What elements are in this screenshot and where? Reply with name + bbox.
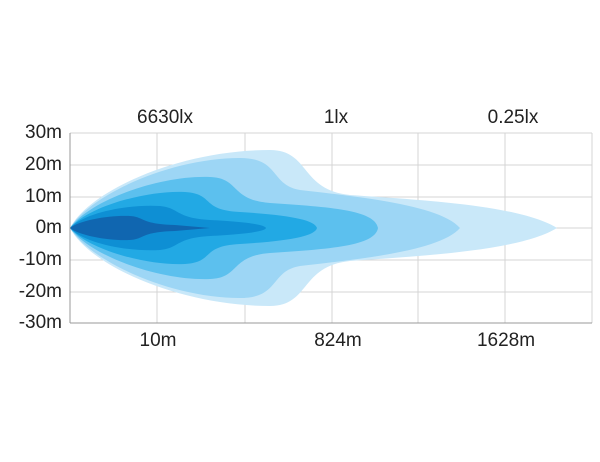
y-label: 20m [25,154,62,175]
top-labels: 6630lx 1lx 0.25lx [137,107,539,128]
y-label: 0m [36,217,62,238]
y-label: 10m [25,186,62,207]
y-label: -20m [19,281,62,302]
y-label: -10m [19,249,62,270]
y-label: 30m [25,122,62,143]
y-labels: 30m 20m 10m 0m -10m -20m -30m [19,122,62,333]
beam [70,150,557,306]
bottom-labels: 10m 824m 1628m [140,330,536,351]
distance-label: 824m [314,330,362,351]
lux-label: 6630lx [137,107,193,128]
lux-label: 0.25lx [488,107,539,128]
distance-label: 10m [140,330,177,351]
distance-label: 1628m [477,330,535,351]
y-label: -30m [19,312,62,333]
lux-label: 1lx [324,107,349,128]
beam-zone [70,215,210,241]
